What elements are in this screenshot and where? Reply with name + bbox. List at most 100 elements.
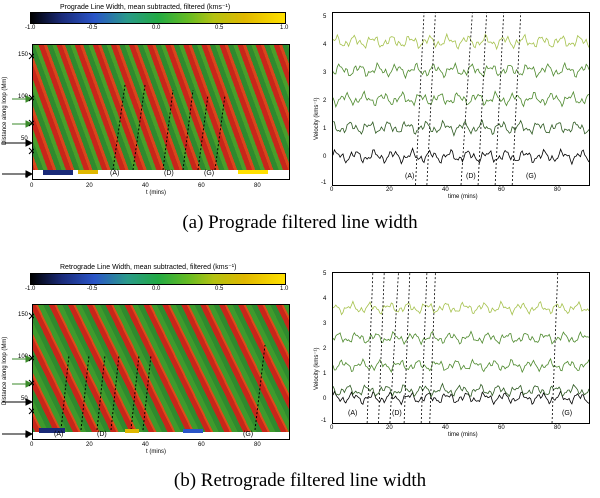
disturbance-line <box>511 13 522 185</box>
velocity-svg-b <box>333 273 589 423</box>
vel-ytick: 5 <box>323 14 327 20</box>
cbar-tick: 0.0 <box>152 286 161 292</box>
map-xtick: 40 <box>142 183 149 189</box>
vel-ytick: 2 <box>323 98 327 104</box>
map-xtick: 0 <box>30 442 34 448</box>
line-width-map-b <box>32 304 290 440</box>
velocity-plot-b <box>332 272 590 424</box>
vel-ytick: 0 <box>323 396 327 402</box>
velocity-trace <box>333 32 589 51</box>
cbar-tick: 1.0 <box>280 286 289 292</box>
vel-ytick: -1 <box>321 418 327 424</box>
disturbance-line <box>403 273 411 423</box>
vel-xlabel-b: time (mins) <box>448 432 478 438</box>
disturbance-line <box>366 273 374 423</box>
vel-xtick: 0 <box>330 187 334 193</box>
map-ytick: 50 <box>21 396 28 402</box>
cbar-tick: 0.5 <box>215 25 224 31</box>
map-ytick: 150 <box>18 52 29 58</box>
map-xtick: 60 <box>198 442 205 448</box>
cbar-tick: -1.0 <box>25 286 36 292</box>
velocity-trace <box>333 389 589 406</box>
map-label: (A) <box>54 431 64 438</box>
vel-xtick: 20 <box>386 187 393 193</box>
cbar-tick: -0.5 <box>87 286 98 292</box>
vel-ytick: 4 <box>323 42 327 48</box>
velocity-plot-a <box>332 12 590 186</box>
vel-label: (A) <box>405 173 415 180</box>
velocity-trace <box>333 357 589 374</box>
map-label: (D) <box>164 170 174 177</box>
map-xtick: 60 <box>198 183 205 189</box>
vel-xtick: 60 <box>498 187 505 193</box>
disturbance-line <box>415 13 425 185</box>
velocity-svg-a <box>333 13 589 185</box>
velocity-trace <box>333 90 589 108</box>
disturbance-line <box>494 13 505 185</box>
velocity-trace <box>333 147 589 166</box>
caption-b: (b) Retrograde filtered line width <box>173 470 427 491</box>
vel-xtick: 40 <box>442 187 449 193</box>
disturbance-line <box>460 13 473 185</box>
vel-label: (D) <box>392 410 402 417</box>
map-overlay-a <box>33 84 289 179</box>
vel-ytick: 3 <box>323 321 327 327</box>
map-arrows-a <box>2 52 34 178</box>
velocity-trace <box>333 300 589 316</box>
vel-ytick: 1 <box>323 371 327 377</box>
disturbance-line <box>426 13 436 185</box>
vel-xtick: 40 <box>442 425 449 431</box>
line-width-map-a <box>32 44 290 180</box>
disturbance-line <box>378 273 385 423</box>
map-label: (A) <box>110 170 120 177</box>
map-xlabel-b: t (mins) <box>146 449 166 455</box>
disturbance-line <box>420 273 428 423</box>
vel-ytick: 2 <box>323 346 327 352</box>
vel-xlabel-a: time (mins) <box>448 194 478 200</box>
colorbar-a <box>30 12 286 24</box>
vel-xtick: 80 <box>554 425 561 431</box>
vel-ytick: -1 <box>321 180 327 186</box>
vel-xtick: 60 <box>498 425 505 431</box>
vel-xtick: 0 <box>330 425 334 431</box>
velocity-trace <box>333 330 589 346</box>
vel-label: (A) <box>348 410 358 417</box>
vel-label: (D) <box>466 173 476 180</box>
vel-ytick: 1 <box>323 126 327 132</box>
vel-label: (G) <box>562 410 573 417</box>
vel-ylabel-a: Velocity (kms⁻¹) <box>314 97 320 140</box>
velocity-trace <box>333 119 589 137</box>
map-xtick: 80 <box>254 183 261 189</box>
vel-ytick: 3 <box>323 70 327 76</box>
disturbance-line <box>429 273 436 423</box>
map-xtick: 0 <box>30 183 34 189</box>
map-label: (G) <box>204 170 215 177</box>
disturbance-line <box>389 273 399 423</box>
map-overlay-b <box>33 344 289 439</box>
disturbance-line <box>477 13 487 185</box>
caption-a: (a) Prograde filtered line width <box>182 212 418 233</box>
map-ytick: 100 <box>18 94 29 100</box>
cbar-tick: 0.5 <box>215 286 224 292</box>
map-ytick: 150 <box>18 312 29 318</box>
vel-ylabel-b: Velocity (kms⁻¹) <box>314 347 320 390</box>
colorbar-b <box>30 273 286 285</box>
map-xlabel-a: t (mins) <box>146 190 166 196</box>
cbar-tick: 1.0 <box>280 25 289 31</box>
map-ytick: 50 <box>21 136 28 142</box>
disturbance-line <box>551 273 559 423</box>
colorbar-title-a: Prograde Line Width, mean subtracted, fi… <box>60 4 231 11</box>
colorbar-title-b: Retrograde Line Width, mean subtracted, … <box>60 264 237 271</box>
velocity-trace <box>333 382 589 398</box>
vel-ytick: 0 <box>323 154 327 160</box>
cbar-tick: -0.5 <box>87 25 98 31</box>
map-xtick: 20 <box>86 442 93 448</box>
cbar-tick: 0.0 <box>152 25 161 31</box>
vel-ytick: 4 <box>323 296 327 302</box>
vel-label: (G) <box>526 173 537 180</box>
map-xtick: 20 <box>86 183 93 189</box>
map-xtick: 40 <box>142 442 149 448</box>
vel-xtick: 80 <box>554 187 561 193</box>
map-label: (G) <box>243 431 254 438</box>
vel-xtick: 20 <box>386 425 393 431</box>
